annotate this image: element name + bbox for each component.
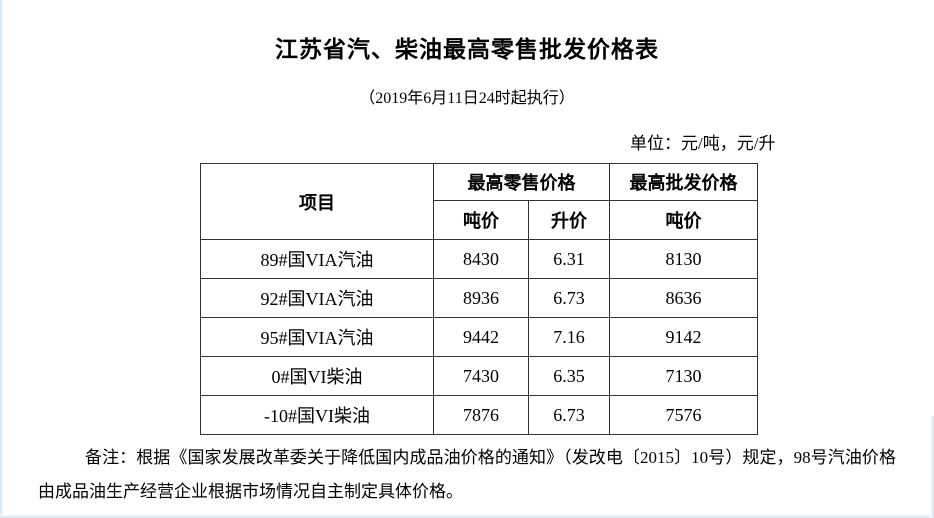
table-header-row-2: 吨价 升价 吨价 [201, 200, 758, 240]
header-retail-ton: 吨价 [433, 200, 529, 240]
row-item-label: 95#国VIA汽油 [200, 317, 434, 357]
row-retail-ton-value: 9442 [433, 317, 529, 357]
row-wholesale-ton-value: 7130 [609, 356, 758, 396]
row-retail-ton-value: 8936 [433, 278, 529, 318]
table-row: 92#国VIA汽油 8936 6.73 8636 [200, 278, 758, 318]
footnote: 备注：根据《国家发展改革委关于降低国内成品油价格的通知》（发改电〔2015〕10… [38, 448, 896, 501]
row-item-label: 89#国VIA汽油 [200, 239, 434, 279]
row-item-label: -10#国VI柴油 [200, 395, 434, 435]
table-header-row-1: 项目 最高零售价格 最高批发价格 [200, 163, 758, 240]
row-retail-liter-value: 6.31 [528, 239, 610, 279]
price-table: 项目 最高零售价格 最高批发价格 吨价 升价 吨价 89#国VIA汽油 8430… [200, 163, 758, 435]
table-row: 89#国VIA汽油 8430 6.31 8130 [200, 239, 758, 279]
table-row: 0#国VI柴油 7430 6.35 7130 [200, 356, 758, 396]
row-retail-liter-value: 7.16 [528, 317, 610, 357]
table-row: 95#国VIA汽油 9442 7.16 9142 [200, 317, 758, 357]
page-title: 江苏省汽、柴油最高零售批发价格表 [275, 37, 659, 62]
header-wholesale-ton: 吨价 [609, 200, 758, 240]
row-retail-ton-value: 7430 [433, 356, 529, 396]
header-retail-group: 最高零售价格 [433, 163, 610, 201]
row-wholesale-ton-value: 8130 [609, 239, 758, 279]
row-item-label: 0#国VI柴油 [200, 356, 434, 396]
row-retail-liter-value: 6.73 [528, 278, 610, 318]
row-retail-liter-value: 6.73 [528, 395, 610, 435]
row-retail-liter-value: 6.35 [528, 356, 610, 396]
row-wholesale-ton-value: 7576 [609, 395, 758, 435]
header-item-col: 项目 [200, 163, 434, 240]
row-wholesale-ton-value: 8636 [609, 278, 758, 318]
header-wholesale-group: 最高批发价格 [609, 163, 758, 201]
row-item-label: 92#国VIA汽油 [200, 278, 434, 318]
unit-label: 单位：元/吨，元/升 [630, 134, 776, 153]
table-row: -10#国VI柴油 7876 6.73 7576 [200, 395, 758, 435]
header-retail-liter: 升价 [528, 200, 610, 240]
row-wholesale-ton-value: 9142 [609, 317, 758, 357]
page-edge-stripe-bottom [0, 514, 934, 518]
row-retail-ton-value: 8430 [433, 239, 529, 279]
effective-date: （2019年6月11日24时起执行） [359, 90, 575, 107]
page-edge-stripe-left [0, 0, 4, 518]
row-retail-ton-value: 7876 [433, 395, 529, 435]
page-edge-stripe-right [930, 416, 934, 518]
